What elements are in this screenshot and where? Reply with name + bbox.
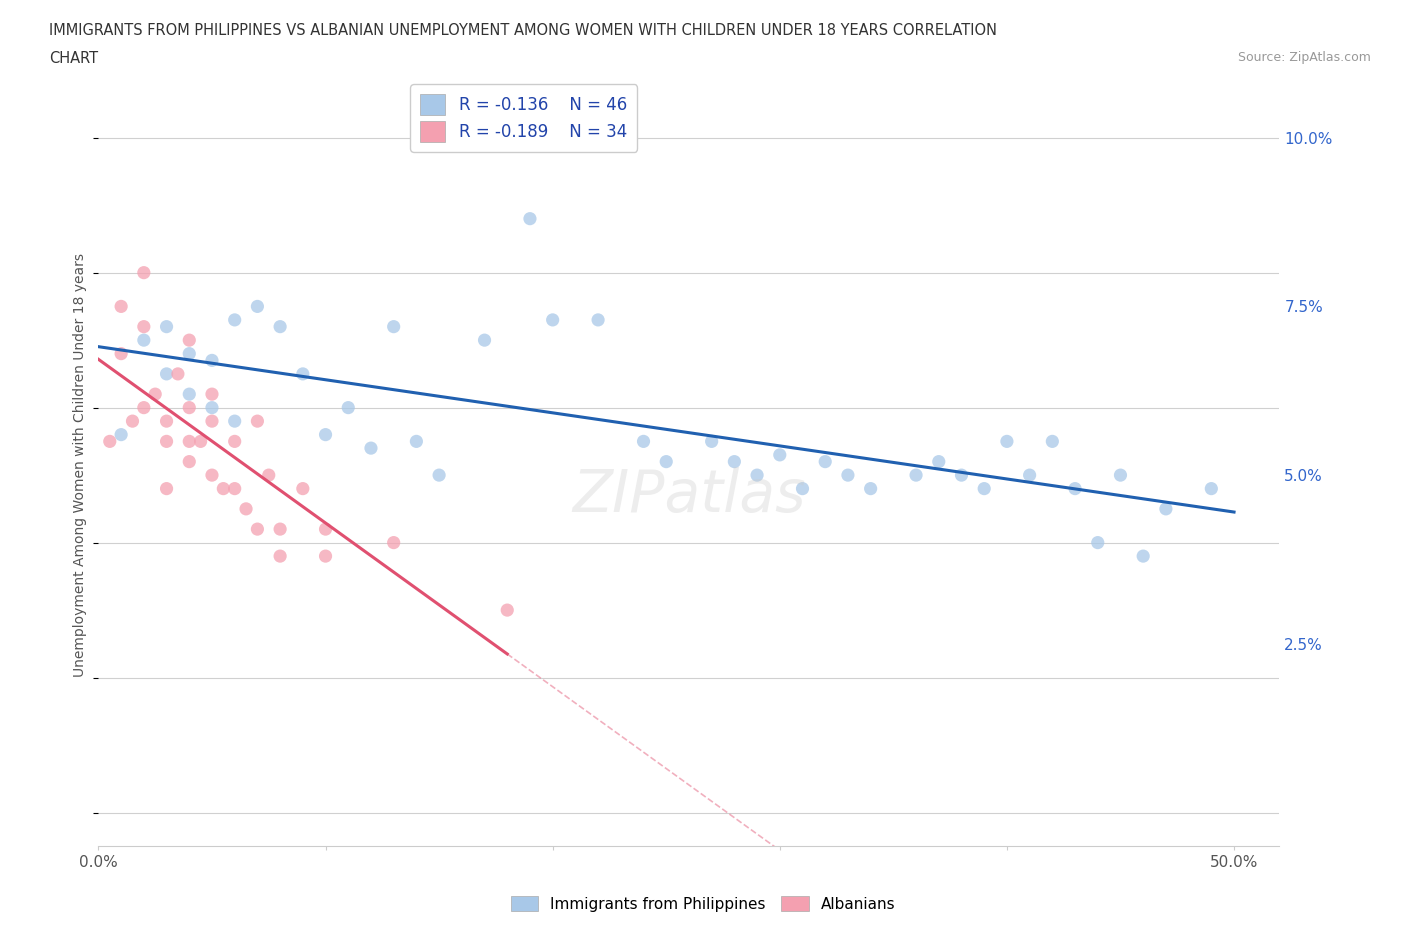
Point	[224, 434, 246, 449]
Point	[201, 400, 224, 415]
Point	[745, 468, 768, 483]
Point	[179, 400, 201, 415]
Point	[224, 481, 246, 496]
Point	[382, 535, 405, 550]
Point	[1201, 481, 1223, 496]
Point	[246, 414, 269, 429]
Point	[132, 333, 155, 348]
Point	[1064, 481, 1087, 496]
Point	[155, 319, 177, 334]
Point	[212, 481, 235, 496]
Point	[179, 434, 201, 449]
Point	[179, 454, 201, 469]
Point	[201, 387, 224, 402]
Point	[995, 434, 1018, 449]
Point	[110, 346, 132, 361]
Point	[1018, 468, 1040, 483]
Point	[1154, 501, 1177, 516]
Point	[315, 522, 337, 537]
Point	[655, 454, 678, 469]
Point	[291, 366, 314, 381]
Point	[155, 434, 177, 449]
Point	[155, 414, 177, 429]
Point	[110, 299, 132, 313]
Point	[360, 441, 382, 456]
Point	[586, 312, 609, 327]
Point	[1132, 549, 1154, 564]
Point	[905, 468, 928, 483]
Point	[179, 333, 201, 348]
Point	[269, 522, 291, 537]
Text: IMMIGRANTS FROM PHILIPPINES VS ALBANIAN UNEMPLOYMENT AMONG WOMEN WITH CHILDREN U: IMMIGRANTS FROM PHILIPPINES VS ALBANIAN …	[49, 23, 997, 38]
Point	[246, 299, 269, 313]
Point	[143, 387, 166, 402]
Legend: Immigrants from Philippines, Albanians: Immigrants from Philippines, Albanians	[505, 889, 901, 918]
Text: CHART: CHART	[49, 51, 98, 66]
Point	[315, 427, 337, 442]
Point	[519, 211, 541, 226]
Point	[405, 434, 427, 449]
Point	[291, 481, 314, 496]
Point	[269, 319, 291, 334]
Point	[246, 522, 269, 537]
Text: Source: ZipAtlas.com: Source: ZipAtlas.com	[1237, 51, 1371, 64]
Point	[98, 434, 121, 449]
Point	[1087, 535, 1109, 550]
Point	[155, 481, 177, 496]
Point	[167, 366, 190, 381]
Text: ZIPatlas: ZIPatlas	[572, 467, 806, 524]
Point	[814, 454, 837, 469]
Point	[201, 468, 224, 483]
Point	[155, 366, 177, 381]
Point	[1109, 468, 1132, 483]
Point	[496, 603, 519, 618]
Point	[190, 434, 212, 449]
Point	[474, 333, 496, 348]
Point	[315, 549, 337, 564]
Legend: R = -0.136    N = 46, R = -0.189    N = 34: R = -0.136 N = 46, R = -0.189 N = 34	[411, 85, 637, 152]
Point	[179, 387, 201, 402]
Point	[201, 353, 224, 368]
Point	[224, 312, 246, 327]
Point	[700, 434, 723, 449]
Point	[132, 319, 155, 334]
Point	[950, 468, 973, 483]
Point	[837, 468, 859, 483]
Point	[224, 414, 246, 429]
Point	[928, 454, 950, 469]
Point	[201, 414, 224, 429]
Point	[337, 400, 360, 415]
Point	[1040, 434, 1063, 449]
Point	[179, 346, 201, 361]
Point	[110, 427, 132, 442]
Point	[132, 265, 155, 280]
Y-axis label: Unemployment Among Women with Children Under 18 years: Unemployment Among Women with Children U…	[73, 253, 87, 677]
Point	[427, 468, 450, 483]
Point	[132, 400, 155, 415]
Point	[723, 454, 745, 469]
Point	[792, 481, 814, 496]
Point	[769, 447, 792, 462]
Point	[382, 319, 405, 334]
Point	[973, 481, 995, 496]
Point	[235, 501, 257, 516]
Point	[633, 434, 655, 449]
Point	[541, 312, 564, 327]
Point	[257, 468, 280, 483]
Point	[121, 414, 143, 429]
Point	[269, 549, 291, 564]
Point	[859, 481, 882, 496]
